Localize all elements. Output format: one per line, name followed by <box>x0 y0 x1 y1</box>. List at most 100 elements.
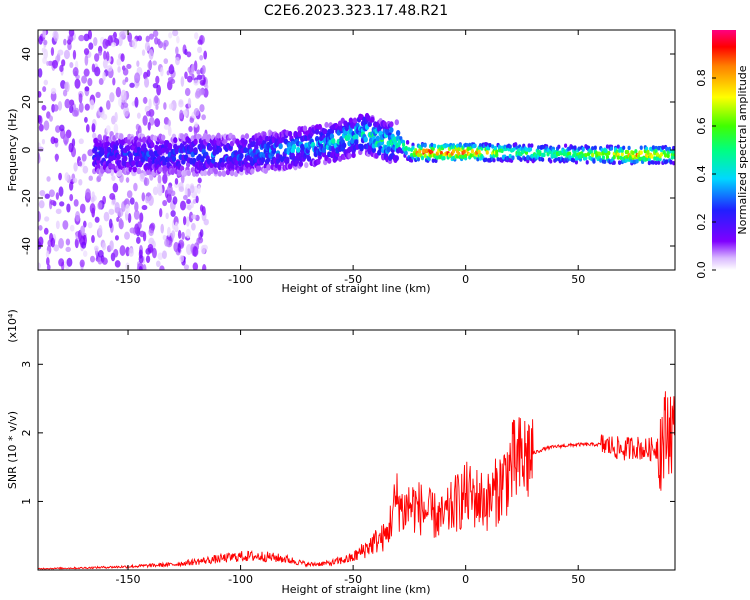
x-tick-label: -150 <box>116 273 141 286</box>
heatmap-cell <box>188 126 193 133</box>
heatmap-cell <box>627 145 631 151</box>
heatmap-cell <box>115 86 122 98</box>
heatmap-cell <box>568 151 572 156</box>
heatmap-cell <box>423 143 427 148</box>
heatmap-cell <box>59 201 65 207</box>
heatmap-cell <box>42 86 47 92</box>
heatmap-cell <box>117 66 121 73</box>
heatmap-cell <box>72 109 79 117</box>
colorbar: 0.0 0.2 0.4 0.6 0.8 Normalized spectral ampl… <box>695 30 749 279</box>
heatmap-cell <box>186 170 192 177</box>
heatmap-cell <box>182 194 188 201</box>
heatmap-cell <box>184 48 188 56</box>
heatmap-cell <box>508 153 512 159</box>
heatmap-cell <box>672 145 675 151</box>
heatmap-cell <box>174 177 179 185</box>
heatmap-cell <box>141 49 146 56</box>
heatmap-cell <box>50 87 57 95</box>
heatmap-cell <box>462 149 466 154</box>
heatmap-cell <box>314 128 320 135</box>
heatmap-cell <box>88 42 94 50</box>
y-tick-label: 2 <box>20 429 33 436</box>
heatmap-cell <box>90 255 96 263</box>
y-tick-label: 20 <box>20 95 33 109</box>
heatmap-cell <box>101 242 107 251</box>
heatmap-cell <box>64 82 69 91</box>
heatmap-cell <box>180 200 186 211</box>
heatmap-cell <box>199 55 204 61</box>
heatmap-cell <box>84 116 88 123</box>
heatmap-cell <box>416 152 420 158</box>
heatmap-cell <box>133 209 140 220</box>
heatmap-cell <box>136 60 140 67</box>
heatmap-cell <box>655 152 660 157</box>
heatmap-cell <box>329 133 335 140</box>
heatmap-cell <box>351 152 356 159</box>
heatmap-cell <box>73 162 78 172</box>
heatmap-cell <box>612 155 616 160</box>
heatmap-cell <box>528 147 533 152</box>
heatmap-cell <box>132 166 137 173</box>
heatmap-cell <box>139 230 145 238</box>
heatmap-cell <box>81 75 88 84</box>
heatmap-cell <box>433 143 437 149</box>
snr-series <box>38 391 675 570</box>
heatmap-cell <box>183 264 190 270</box>
heatmap-cell <box>58 186 64 197</box>
heatmap-cell <box>458 143 462 148</box>
heatmap-cell <box>661 145 665 150</box>
heatmap-cell <box>193 108 200 117</box>
heatmap-cell <box>125 177 130 183</box>
heatmap-cell <box>129 197 135 205</box>
heatmap-cell <box>404 145 408 151</box>
heatmap-cell <box>395 130 401 137</box>
heatmap-cell <box>87 30 92 40</box>
heatmap-cell <box>160 134 166 141</box>
heatmap-cell <box>324 121 329 128</box>
heatmap-cell <box>651 145 655 150</box>
heatmap-cell <box>63 38 67 46</box>
heatmap-cell <box>154 144 159 151</box>
heatmap-cell <box>186 51 192 58</box>
heatmap-cell <box>187 75 193 83</box>
heatmap-cell <box>411 145 415 150</box>
heatmap-cell <box>670 155 674 160</box>
heatmap-cell <box>138 254 144 264</box>
heatmap-cell <box>435 155 439 160</box>
heatmap-cell <box>134 96 139 108</box>
x-tick-label: 50 <box>571 573 585 586</box>
heatmap-cell <box>174 221 179 231</box>
heatmap-cell <box>297 131 302 138</box>
heatmap-cell <box>132 38 138 49</box>
heatmap-cell <box>243 147 248 154</box>
heatmap-cell <box>38 124 44 132</box>
heatmap-cell <box>38 146 44 152</box>
heatmap-cell <box>427 156 431 162</box>
heatmap-cell <box>200 244 206 255</box>
heatmap-cell <box>549 159 553 164</box>
heatmap-cell <box>492 158 496 163</box>
heatmap-cell <box>170 210 176 218</box>
heatmap-cell <box>152 82 159 89</box>
heatmap-cell <box>508 144 512 149</box>
heatmap-cell <box>221 170 227 177</box>
heatmap-cell <box>570 145 574 150</box>
heatmap-cell <box>445 143 449 148</box>
heatmap-cell <box>103 50 107 61</box>
heatmap-cell <box>79 259 85 268</box>
heatmap-cell <box>199 229 204 238</box>
heatmap-cell <box>68 34 74 43</box>
heatmap-cell <box>266 164 271 171</box>
heatmap-cell <box>371 147 377 154</box>
heatmap-cell <box>287 130 293 137</box>
heatmap-cell <box>94 141 100 148</box>
heatmap-cell <box>394 119 399 126</box>
heatmap-cell <box>171 230 176 239</box>
heatmap-cell <box>197 185 201 194</box>
heatmap-cell <box>163 124 170 130</box>
x-tick-label: 0 <box>462 573 469 586</box>
heatmap-cell <box>41 47 46 53</box>
heatmap-cell <box>254 144 259 151</box>
heatmap-cell <box>158 41 164 49</box>
heatmap-cell <box>78 34 85 42</box>
